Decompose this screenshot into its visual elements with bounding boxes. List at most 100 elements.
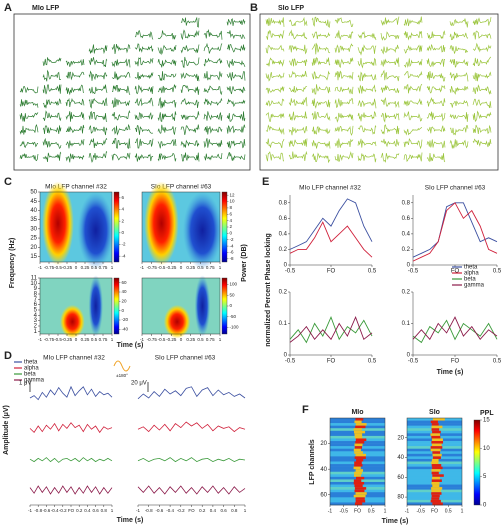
colorbar-tick-label: -100 [230,325,240,330]
lfp-trace [180,98,200,109]
legend-label: gamma [464,283,485,289]
lfp-trace [334,70,354,81]
lfp-trace [357,44,377,56]
lfp-trace [472,138,492,148]
x-tick-label: -1 [140,265,144,270]
lfp-trace [380,97,400,108]
lfp-trace [203,57,223,67]
lfp-trace [88,44,108,55]
x-tick-label: 0.25 [186,265,195,270]
colorbar-tick-label: 8 [230,205,233,210]
lfp-trace [88,97,108,109]
x-tick-label: -0.5 [158,265,166,270]
lfp-trace [88,110,108,122]
x-tick-label: FO [327,269,336,275]
heatmap-hot [144,181,179,266]
y-tick-label: 0.2 [402,290,411,296]
x-tick-label: 1 [111,265,114,270]
lfp-trace [403,152,423,163]
heatmap-hot [431,425,443,429]
heatmap-cold [88,275,104,337]
axis-label: Frequency (Hz) [9,238,16,289]
x-tick-label: -0.2 [177,508,185,513]
lfp-trace [203,138,223,149]
heatmap-hot [163,304,191,339]
lfp-trace [265,86,285,94]
heatmap-hot [432,453,442,457]
lfp-trace [380,57,400,67]
lfp-trace [334,112,354,123]
lfp-trace [357,30,377,41]
lfp-trace [226,124,246,134]
heatmap-hot [354,420,362,424]
lfp-trace [180,152,200,162]
colorbar [473,419,481,506]
y-tick-label: 30 [30,226,37,232]
heatmap-hot [353,466,361,470]
lfp-trace [472,110,492,122]
plot-title: SIo LFP channel #63 [155,355,216,362]
heatmap-hot [431,428,440,432]
x-tick-label: 0 [75,265,78,270]
axes [412,195,497,266]
heatmap-hot [355,441,365,444]
lfp-trace [334,151,354,162]
data-line [289,221,373,258]
y-tick-label: 0.4 [279,231,288,237]
lfp-trace [311,126,331,135]
data-line [29,422,113,434]
lfp-trace [266,57,285,67]
lfp-trace [157,30,177,40]
lfp-trace [111,44,131,55]
y-tick-label: 0.8 [279,200,288,206]
y-tick-label: 40 [30,208,37,214]
lfp-trace [88,151,108,163]
x-tick-label: 0.8 [231,508,238,513]
panel-label: F [302,404,309,416]
x-tick-label: -0.75 [147,265,158,270]
lfp-trace [265,98,285,107]
heatmap-hot [431,471,439,475]
colorbar-tick-label: 60 [122,280,128,285]
lfp-trace [226,30,246,40]
heatmap-hot [355,453,367,457]
data-line [412,319,498,344]
heatmap-hot [355,499,366,503]
lfp-trace [334,86,354,95]
lfp-trace [134,153,154,162]
y-tick-label: 5 [34,308,38,314]
colorbar [113,191,120,263]
lfp-trace [157,59,177,68]
colorbar-tick-label: 2 [122,218,125,223]
lfp-trace [265,138,285,149]
colorbar [221,277,228,335]
x-tick-label: -0.25 [62,265,73,270]
lfp-trace [226,44,246,53]
axis-label: normalized Percent Phase locking [265,233,272,347]
x-tick-label: 0.75 [206,265,215,270]
data-line [137,457,246,463]
data-line [289,315,373,344]
lfp-trace [226,151,246,161]
lfp-trace [226,138,246,149]
heatmap-hot [430,420,438,424]
heatmap-hot [431,492,442,496]
x-tick-label: FO [68,508,75,513]
heatmap-hot [430,499,441,503]
lfp-trace [472,42,492,53]
colorbar-tick-label: 0 [483,503,487,509]
axis-label: Time (s) [382,518,409,525]
colorbar-tick-label: 0 [230,231,233,236]
lfp-trace [472,71,492,82]
heatmap-hot [431,464,442,467]
heatmap-hot [431,443,442,447]
x-tick-label: 0.6 [220,508,227,513]
x-tick-label: 1 [244,508,247,513]
x-tick-label: FO [451,269,460,275]
x-tick-label: FO [188,508,195,513]
x-tick-label: 0.4 [84,508,91,513]
lfp-trace [380,69,400,82]
lfp-trace [311,152,331,164]
heatmap-hot [356,458,364,462]
data-line [289,315,373,343]
